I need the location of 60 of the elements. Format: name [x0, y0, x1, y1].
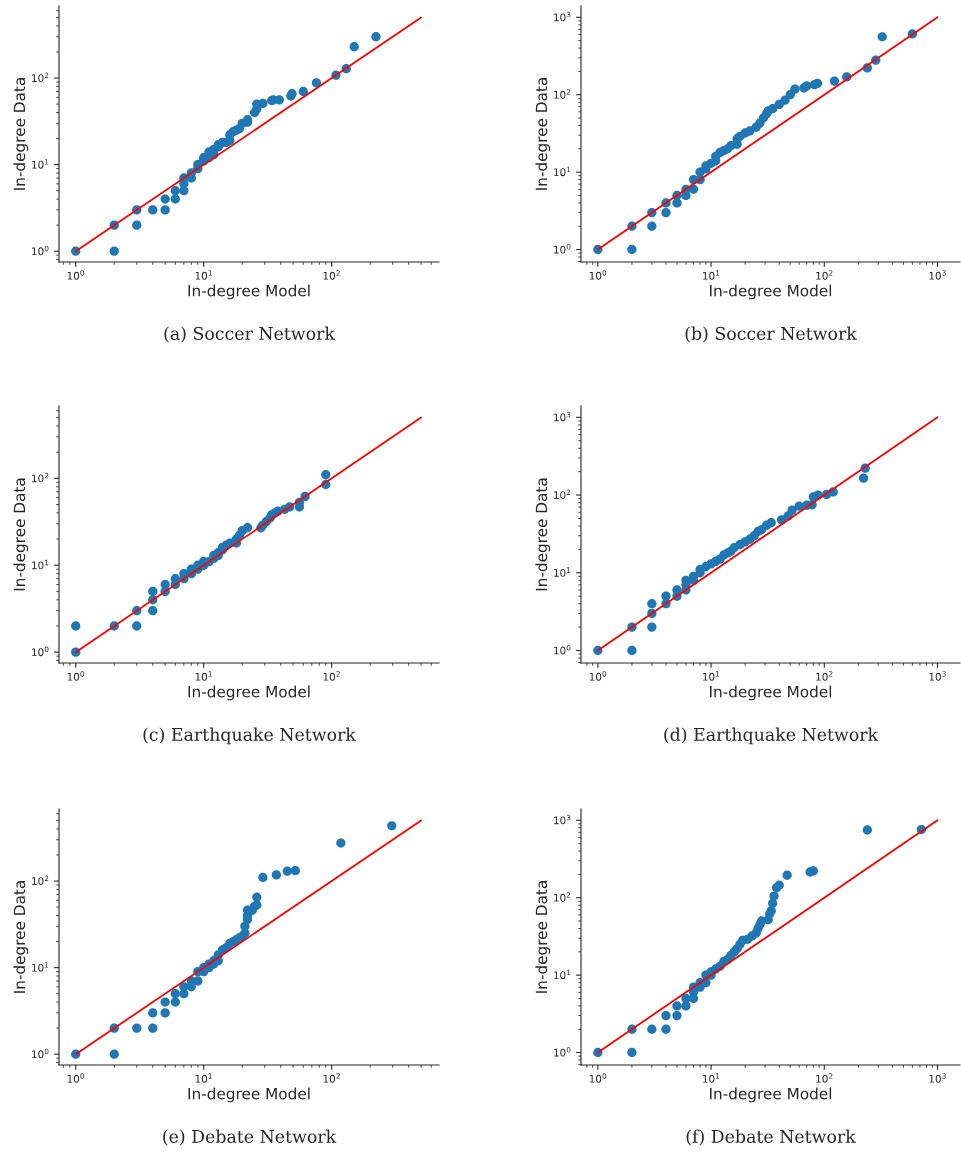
x-tick-label: 10$^{2}$ [816, 270, 833, 280]
y-tick-label: 10$^{0}$ [554, 244, 571, 254]
x-axis-title: In-degree Model [188, 284, 310, 300]
x-tick-label: 10$^{1}$ [703, 270, 720, 280]
x-tick-label: 10$^{0}$ [67, 671, 85, 681]
x-tick-label: 10$^{1}$ [703, 671, 720, 681]
y-tick-label: 10$^{2}$ [554, 489, 571, 500]
y-tick-label: 10$^{0}$ [32, 245, 49, 256]
y-tick-label: 10$^{3}$ [554, 411, 571, 422]
x-tick-label: 10$^{0}$ [67, 1073, 85, 1083]
y-tick-label: 10$^{2}$ [554, 892, 571, 902]
y-tick-label: 10$^{1}$ [32, 559, 49, 570]
y-tick-label: 10$^{0}$ [32, 1048, 49, 1059]
x-tick-label: 10$^{2}$ [323, 671, 340, 681]
y-tick-label: 10$^{1}$ [554, 969, 571, 980]
x-axis-title: In-degree Model [710, 1087, 832, 1103]
y-tick-label: 10$^{3}$ [554, 11, 571, 22]
y-tick-label: 10$^{0}$ [554, 1047, 571, 1057]
x-axis-title: In-degree Model [710, 685, 832, 701]
y-tick-label: 10$^{2}$ [32, 472, 49, 483]
y-axis-title: In-degree Data [13, 478, 29, 591]
x-tick-label: 10$^{0}$ [589, 270, 607, 280]
x-tick-label: 10$^{2}$ [816, 1073, 833, 1083]
x-tick-label: 10$^{1}$ [195, 671, 212, 681]
x-tick-label: 10$^{2}$ [816, 671, 833, 681]
y-tick-label: 10$^{2}$ [32, 72, 49, 83]
x-tick-label: 10$^{0}$ [589, 671, 607, 681]
y-tick-label: 10$^{1}$ [554, 166, 571, 177]
x-tick-label: 10$^{1}$ [195, 270, 212, 280]
x-tick-label: 10$^{0}$ [589, 1073, 607, 1083]
y-tick-label: 10$^{1}$ [32, 962, 49, 972]
x-tick-label: 10$^{2}$ [323, 1073, 340, 1083]
x-tick-label: 10$^{3}$ [929, 270, 946, 280]
x-axis-title: In-degree Model [710, 284, 832, 300]
y-tick-label: 10$^{1}$ [554, 567, 571, 577]
x-tick-label: 10$^{1}$ [195, 1073, 212, 1083]
text: (a) Soccer Network [164, 326, 336, 343]
y-axis-title: In-degree Data [13, 881, 29, 993]
x-axis-title: In-degree Model [188, 685, 310, 701]
x-axis-title: In-degree Model [188, 1087, 310, 1103]
x-tick-label: 10$^{0}$ [67, 270, 85, 280]
text: (e) Debate Network [163, 1129, 337, 1146]
text: (f) Debate Network [686, 1129, 856, 1146]
y-tick-label: 10$^{0}$ [554, 644, 571, 655]
x-tick-label: 10$^{3}$ [929, 1073, 946, 1083]
y-axis-title: In-degree Data [535, 478, 551, 591]
text: (c) Earthquake Network [143, 727, 357, 745]
y-axis-title: In-degree Data [535, 78, 551, 190]
y-tick-label: 10$^{3}$ [554, 814, 571, 825]
y-tick-label: 10$^{2}$ [32, 875, 49, 886]
y-axis-title: In-degree Data [535, 881, 551, 993]
text: (d) Earthquake Network [664, 727, 879, 745]
x-tick-label: 10$^{1}$ [703, 1073, 720, 1083]
y-axis-title: In-degree Data [13, 78, 29, 190]
y-tick-label: 10$^{0}$ [32, 646, 49, 657]
x-tick-label: 10$^{2}$ [323, 270, 340, 280]
x-tick-label: 10$^{3}$ [929, 671, 946, 681]
y-tick-label: 10$^{2}$ [554, 89, 571, 99]
text: (b) Soccer Network [685, 326, 857, 343]
y-tick-label: 10$^{1}$ [32, 159, 49, 169]
